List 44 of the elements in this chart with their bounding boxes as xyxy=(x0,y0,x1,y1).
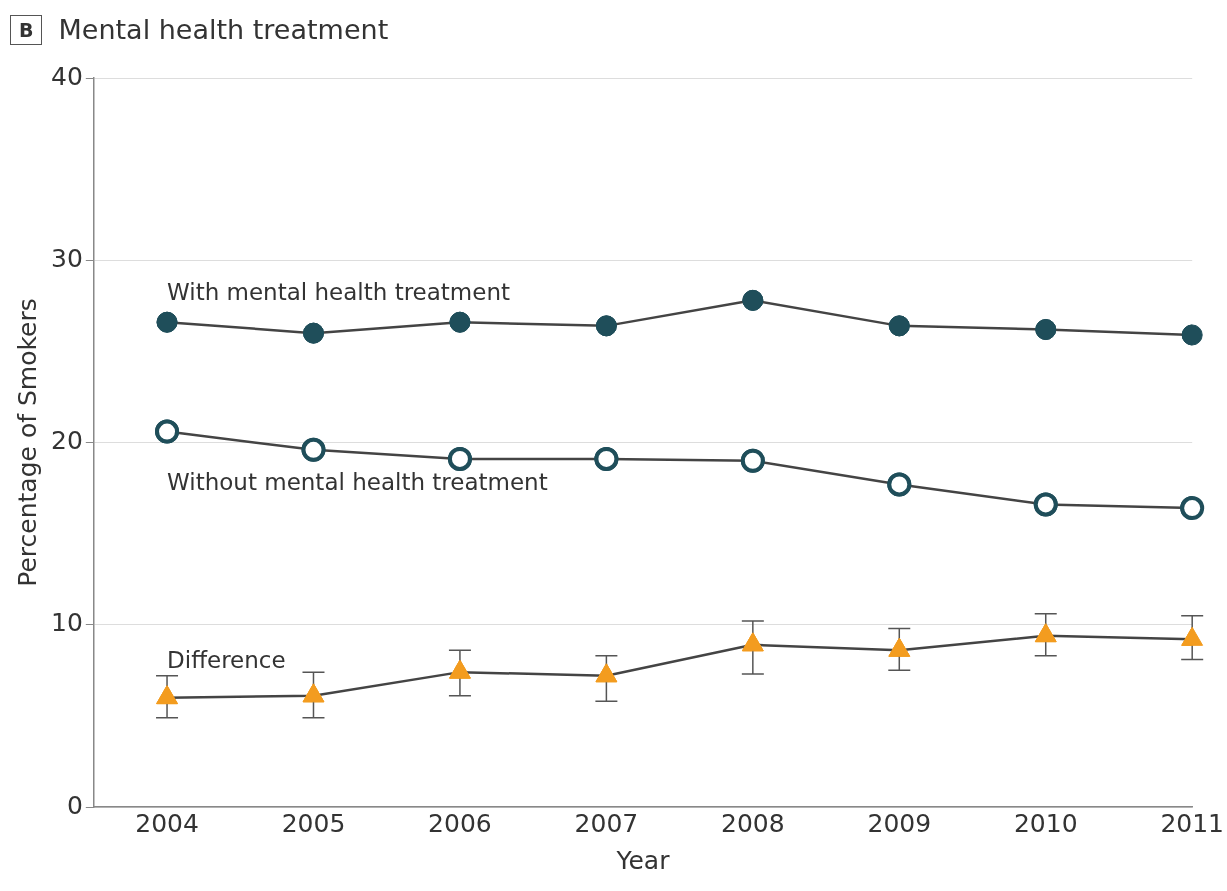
y-tick-label: 10 xyxy=(51,608,83,638)
point xyxy=(1181,626,1204,646)
point xyxy=(1035,319,1057,341)
point xyxy=(740,448,765,473)
x-tick-label: 2010 xyxy=(1013,808,1078,838)
point xyxy=(1180,496,1205,521)
x-tick-label: 2004 xyxy=(135,808,199,838)
point xyxy=(1033,492,1058,517)
x-tick-label: 2006 xyxy=(428,808,492,838)
point xyxy=(301,437,326,462)
x-tick-label: 2009 xyxy=(867,808,932,838)
point xyxy=(449,659,471,679)
point xyxy=(594,446,619,471)
point xyxy=(887,472,912,497)
x-tick-label: 2011 xyxy=(1160,808,1224,838)
point xyxy=(741,632,764,652)
x-axis-title: Year xyxy=(615,845,671,875)
point xyxy=(1034,623,1057,643)
chart-title: Mental health treatment xyxy=(58,14,389,45)
point xyxy=(888,637,911,657)
series-label: Difference xyxy=(167,646,286,673)
point xyxy=(156,685,178,705)
point xyxy=(302,683,325,703)
point xyxy=(1181,324,1203,346)
point xyxy=(888,315,910,337)
point xyxy=(742,289,764,311)
y-tick-label: 30 xyxy=(51,243,83,273)
y-axis-title: Percentage of Smokers xyxy=(12,298,42,587)
point xyxy=(449,311,471,333)
point xyxy=(156,311,178,333)
point xyxy=(447,446,472,471)
text: B xyxy=(10,14,43,45)
x-tick-label: 2008 xyxy=(721,808,785,838)
series-label: With mental health treatment xyxy=(167,279,511,306)
x-tick-label: 2007 xyxy=(574,808,639,838)
y-tick-label: 20 xyxy=(51,426,83,455)
point xyxy=(302,322,324,344)
point xyxy=(595,663,618,683)
point xyxy=(595,315,617,337)
point xyxy=(155,419,180,444)
series-label: Without mental health treatment xyxy=(167,468,548,495)
x-tick-label: 2005 xyxy=(281,808,346,838)
y-tick-label: 40 xyxy=(51,61,83,91)
y-tick-label: 0 xyxy=(66,790,83,820)
